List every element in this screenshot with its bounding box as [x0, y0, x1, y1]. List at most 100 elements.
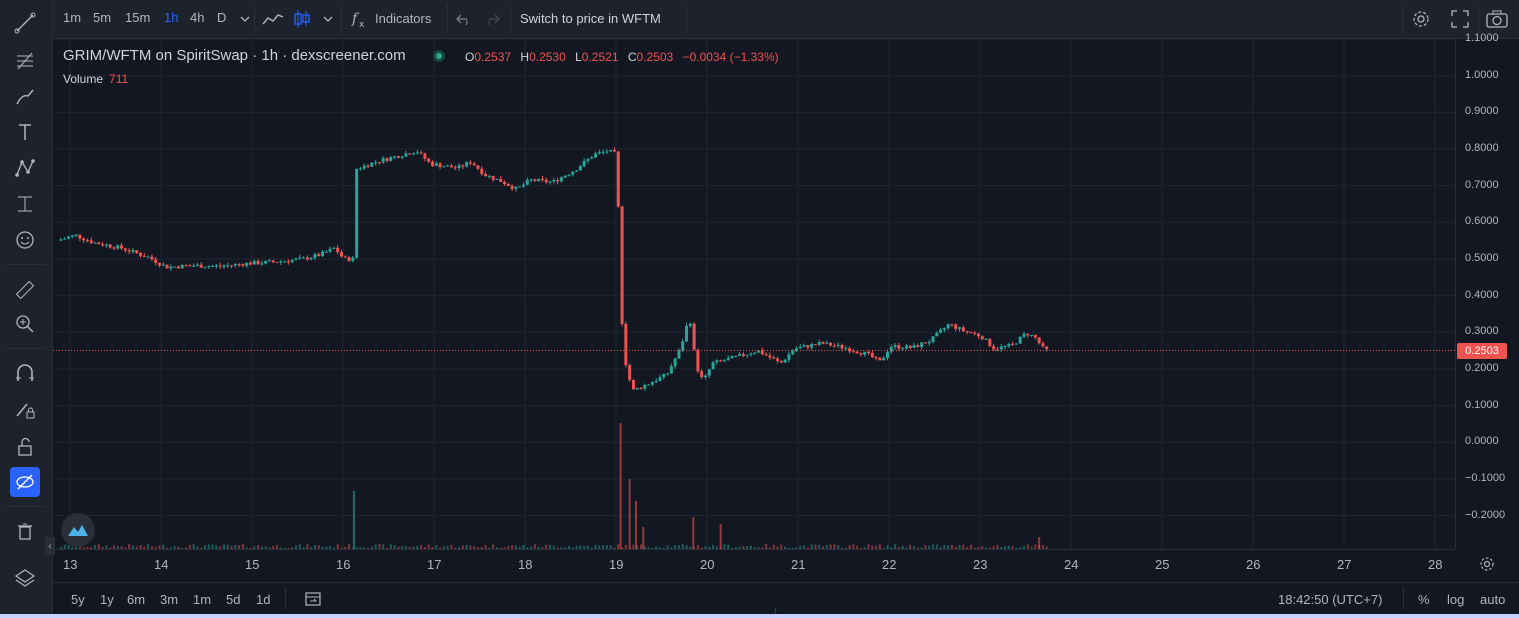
range-1m[interactable]: 1m — [193, 592, 212, 607]
candle-body — [324, 251, 328, 253]
range-5d[interactable]: 5d — [226, 592, 241, 607]
line-chart-icon[interactable] — [260, 8, 286, 30]
volume-bar — [533, 544, 536, 549]
timeframe-d[interactable]: D — [217, 10, 227, 25]
candle-body — [131, 250, 135, 252]
candle-body — [476, 165, 480, 169]
price-tick: 0.5000 — [1465, 251, 1499, 264]
chart-type-chevron-down-icon[interactable] — [317, 8, 339, 30]
clock-timezone[interactable]: 18:42:50 (UTC+7) — [1278, 592, 1383, 607]
trendline-tool-icon[interactable] — [10, 8, 40, 38]
candle-body — [696, 349, 700, 372]
candle-body — [738, 353, 742, 356]
candle-body — [108, 244, 112, 248]
volume-bar — [977, 546, 980, 549]
volume-bar — [810, 544, 813, 549]
time-axis-settings-gear-icon[interactable] — [1478, 555, 1496, 573]
symbol-legend-title[interactable]: GRIM/WFTM on SpiritSwap · 1h · dexscreen… — [63, 47, 406, 64]
volume-bar — [431, 547, 434, 549]
candle-body — [412, 153, 416, 155]
candle-body — [741, 353, 745, 356]
volume-bar — [526, 547, 529, 549]
lock-drawings-icon[interactable] — [10, 395, 40, 425]
measure-range-tool-icon[interactable] — [10, 189, 40, 219]
volume-bar — [401, 545, 404, 549]
time-axis[interactable]: 13 14 15 16 17 18 19 20 21 22 23 24 25 26 27 28 — [53, 549, 1455, 580]
volume-bar — [992, 545, 995, 549]
price-tick: −0.2000 — [1465, 508, 1506, 521]
magnet-icon[interactable] — [10, 358, 40, 388]
hide-drawings-icon[interactable] — [10, 467, 40, 497]
settings-gear-icon[interactable] — [1410, 8, 1432, 30]
time-tick: 24 — [1064, 557, 1079, 572]
volume-bar — [420, 545, 423, 549]
volume-bar — [776, 546, 779, 549]
volume-bar — [928, 545, 931, 549]
price-chart[interactable] — [53, 39, 1455, 549]
volume-bar — [658, 547, 661, 549]
volume-legend[interactable]: Volume 711 — [63, 72, 128, 86]
candle-body — [165, 264, 169, 269]
ohlc-values: O0.2537 H0.2530 L0.2521 C0.2503 −0.0034 … — [465, 50, 779, 64]
layers-icon[interactable] — [10, 563, 40, 593]
redo-icon[interactable] — [481, 8, 503, 30]
volume-bar — [203, 545, 206, 549]
scroll-to-latest-arrow-icon[interactable]: ↑ — [773, 606, 778, 617]
ohlc-close-value: 0.2503 — [636, 50, 674, 64]
collapse-toolbar-chevron-left-icon[interactable]: ‹ — [45, 537, 55, 555]
candle-body — [260, 263, 264, 265]
timeframe-5m[interactable]: 5m — [93, 10, 112, 25]
volume-bar — [602, 545, 605, 549]
range-3m[interactable]: 3m — [160, 592, 179, 607]
percent-toggle[interactable]: % — [1418, 592, 1430, 607]
unlock-icon[interactable] — [10, 432, 40, 462]
candle-body — [647, 384, 651, 386]
switch-price-button[interactable]: Switch to price in WFTM — [520, 11, 661, 26]
candle-body — [188, 265, 192, 267]
zoom-in-icon[interactable] — [10, 309, 40, 339]
emoji-tool-icon[interactable] — [10, 225, 40, 255]
undo-icon[interactable] — [453, 8, 475, 30]
indicators-button[interactable]: Indicators — [375, 11, 432, 26]
range-1y[interactable]: 1y — [100, 592, 114, 607]
candle-body — [487, 175, 491, 177]
price-tick: 0.2000 — [1465, 361, 1499, 374]
volume-bar-spike — [719, 524, 722, 549]
volume-bar — [795, 547, 798, 549]
time-tick: 23 — [973, 557, 988, 572]
timeframe-1m[interactable]: 1m — [63, 10, 82, 25]
auto-toggle[interactable]: auto — [1480, 592, 1506, 607]
timeframe-15m[interactable]: 15m — [125, 10, 151, 25]
range-5y[interactable]: 5y — [71, 592, 85, 607]
volume-bar — [283, 547, 286, 549]
range-6m[interactable]: 6m — [127, 592, 146, 607]
candles-chart-icon[interactable] — [291, 8, 313, 30]
volume-bar — [173, 546, 176, 549]
candle-body — [252, 261, 256, 265]
fullscreen-icon[interactable] — [1449, 8, 1471, 30]
volume-bar — [662, 547, 665, 549]
volume-bar — [86, 546, 89, 549]
current-price-badge: 0.2503 — [1457, 343, 1507, 359]
pattern-tool-icon[interactable] — [10, 153, 40, 183]
timeframe-chevron-down-icon[interactable] — [234, 8, 256, 30]
text-tool-icon[interactable] — [10, 117, 40, 147]
candle-body — [639, 387, 643, 389]
ruler-tool-icon[interactable] — [10, 275, 40, 305]
range-1d[interactable]: 1d — [256, 592, 271, 607]
candle-body — [624, 323, 628, 366]
candle-body — [867, 351, 871, 354]
goto-date-icon[interactable] — [305, 591, 321, 612]
timeframe-4h[interactable]: 4h — [190, 10, 205, 25]
candle-body — [211, 265, 215, 267]
candle-body — [192, 265, 196, 267]
log-toggle[interactable]: log — [1447, 592, 1465, 607]
candle-body — [176, 266, 180, 269]
trash-icon[interactable] — [10, 516, 40, 546]
brush-tool-icon[interactable] — [10, 82, 40, 112]
price-axis[interactable]: 1.1000 1.0000 0.9000 0.8000 0.7000 0.6000 0.50… — [1455, 32, 1519, 549]
fib-tool-icon[interactable] — [10, 46, 40, 76]
timeframe-1h[interactable]: 1h — [164, 10, 179, 25]
camera-screenshot-icon[interactable] — [1486, 8, 1508, 30]
